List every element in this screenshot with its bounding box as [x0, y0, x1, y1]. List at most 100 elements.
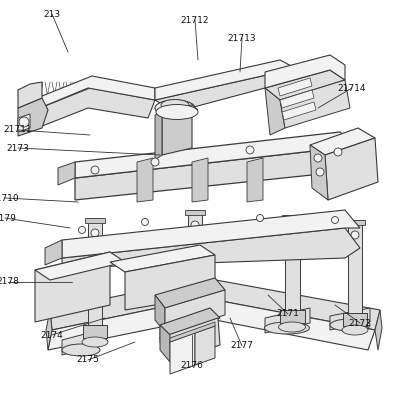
Ellipse shape	[156, 104, 198, 119]
Polygon shape	[195, 326, 215, 365]
Polygon shape	[165, 290, 225, 332]
Polygon shape	[18, 98, 48, 136]
Polygon shape	[188, 210, 202, 320]
Polygon shape	[35, 252, 110, 322]
Polygon shape	[348, 220, 362, 318]
Polygon shape	[83, 325, 107, 338]
Circle shape	[351, 231, 359, 239]
Polygon shape	[18, 82, 42, 108]
Polygon shape	[48, 298, 375, 350]
Polygon shape	[168, 318, 220, 362]
Circle shape	[288, 226, 296, 234]
Polygon shape	[285, 215, 300, 315]
Polygon shape	[137, 158, 153, 202]
Polygon shape	[125, 255, 215, 310]
Polygon shape	[310, 128, 375, 155]
Polygon shape	[160, 308, 220, 335]
Ellipse shape	[62, 344, 100, 356]
Circle shape	[91, 166, 99, 174]
Ellipse shape	[155, 100, 195, 116]
Text: 21714: 21714	[338, 84, 366, 93]
Text: 2171: 2171	[277, 310, 300, 318]
Circle shape	[256, 214, 263, 221]
Text: 2178: 2178	[0, 277, 19, 286]
Polygon shape	[282, 215, 303, 220]
Text: 2175: 2175	[76, 355, 99, 364]
Polygon shape	[265, 308, 310, 333]
Polygon shape	[62, 330, 100, 355]
Ellipse shape	[342, 325, 368, 335]
Text: 2172: 2172	[349, 318, 372, 327]
Polygon shape	[170, 322, 215, 342]
Polygon shape	[162, 105, 192, 155]
Polygon shape	[282, 102, 316, 120]
Polygon shape	[280, 310, 305, 323]
Text: 21712: 21712	[181, 15, 209, 24]
Polygon shape	[310, 145, 328, 200]
Polygon shape	[160, 318, 200, 343]
Polygon shape	[45, 240, 62, 265]
Polygon shape	[265, 55, 345, 88]
Text: 2173: 2173	[7, 143, 30, 152]
Circle shape	[246, 146, 254, 154]
Circle shape	[141, 219, 148, 225]
Polygon shape	[155, 295, 165, 332]
Text: 21713: 21713	[228, 33, 256, 43]
Polygon shape	[160, 325, 170, 362]
Polygon shape	[265, 70, 345, 100]
Polygon shape	[62, 210, 360, 258]
Polygon shape	[325, 138, 378, 200]
Ellipse shape	[161, 100, 189, 110]
Polygon shape	[18, 114, 30, 132]
Ellipse shape	[265, 322, 309, 334]
Circle shape	[79, 227, 85, 234]
Polygon shape	[30, 76, 155, 112]
Polygon shape	[75, 132, 358, 178]
Polygon shape	[185, 210, 205, 215]
Polygon shape	[280, 90, 314, 108]
Circle shape	[151, 158, 159, 166]
Polygon shape	[280, 80, 350, 128]
Polygon shape	[155, 60, 295, 100]
Ellipse shape	[330, 319, 370, 331]
Polygon shape	[170, 333, 195, 374]
Polygon shape	[375, 310, 382, 350]
Text: 2176: 2176	[180, 362, 203, 370]
Polygon shape	[265, 88, 285, 135]
Polygon shape	[343, 313, 367, 326]
Polygon shape	[35, 252, 125, 280]
Ellipse shape	[279, 322, 305, 332]
Polygon shape	[155, 112, 162, 160]
Circle shape	[332, 216, 339, 223]
Ellipse shape	[160, 332, 200, 344]
Polygon shape	[192, 158, 208, 202]
Text: 2174: 2174	[41, 331, 63, 340]
Polygon shape	[58, 162, 75, 185]
Polygon shape	[162, 105, 198, 118]
Circle shape	[316, 168, 324, 176]
Text: 213: 213	[44, 9, 60, 19]
Circle shape	[191, 221, 199, 229]
Polygon shape	[85, 218, 105, 223]
Polygon shape	[75, 148, 358, 200]
Ellipse shape	[182, 327, 208, 337]
Text: 21711: 21711	[4, 126, 32, 134]
Polygon shape	[88, 218, 102, 330]
Polygon shape	[345, 220, 365, 225]
Circle shape	[314, 154, 322, 162]
Circle shape	[91, 229, 99, 237]
Polygon shape	[155, 72, 295, 112]
Circle shape	[334, 148, 342, 156]
Circle shape	[19, 117, 29, 127]
Polygon shape	[62, 228, 360, 268]
Text: 2177: 2177	[231, 342, 254, 351]
Text: 21710: 21710	[0, 193, 19, 203]
Polygon shape	[278, 78, 312, 96]
Polygon shape	[30, 88, 155, 130]
Polygon shape	[183, 315, 207, 328]
Polygon shape	[155, 278, 225, 308]
Polygon shape	[247, 158, 263, 202]
Ellipse shape	[82, 337, 108, 347]
Text: 2179: 2179	[0, 214, 16, 223]
Polygon shape	[50, 278, 380, 330]
